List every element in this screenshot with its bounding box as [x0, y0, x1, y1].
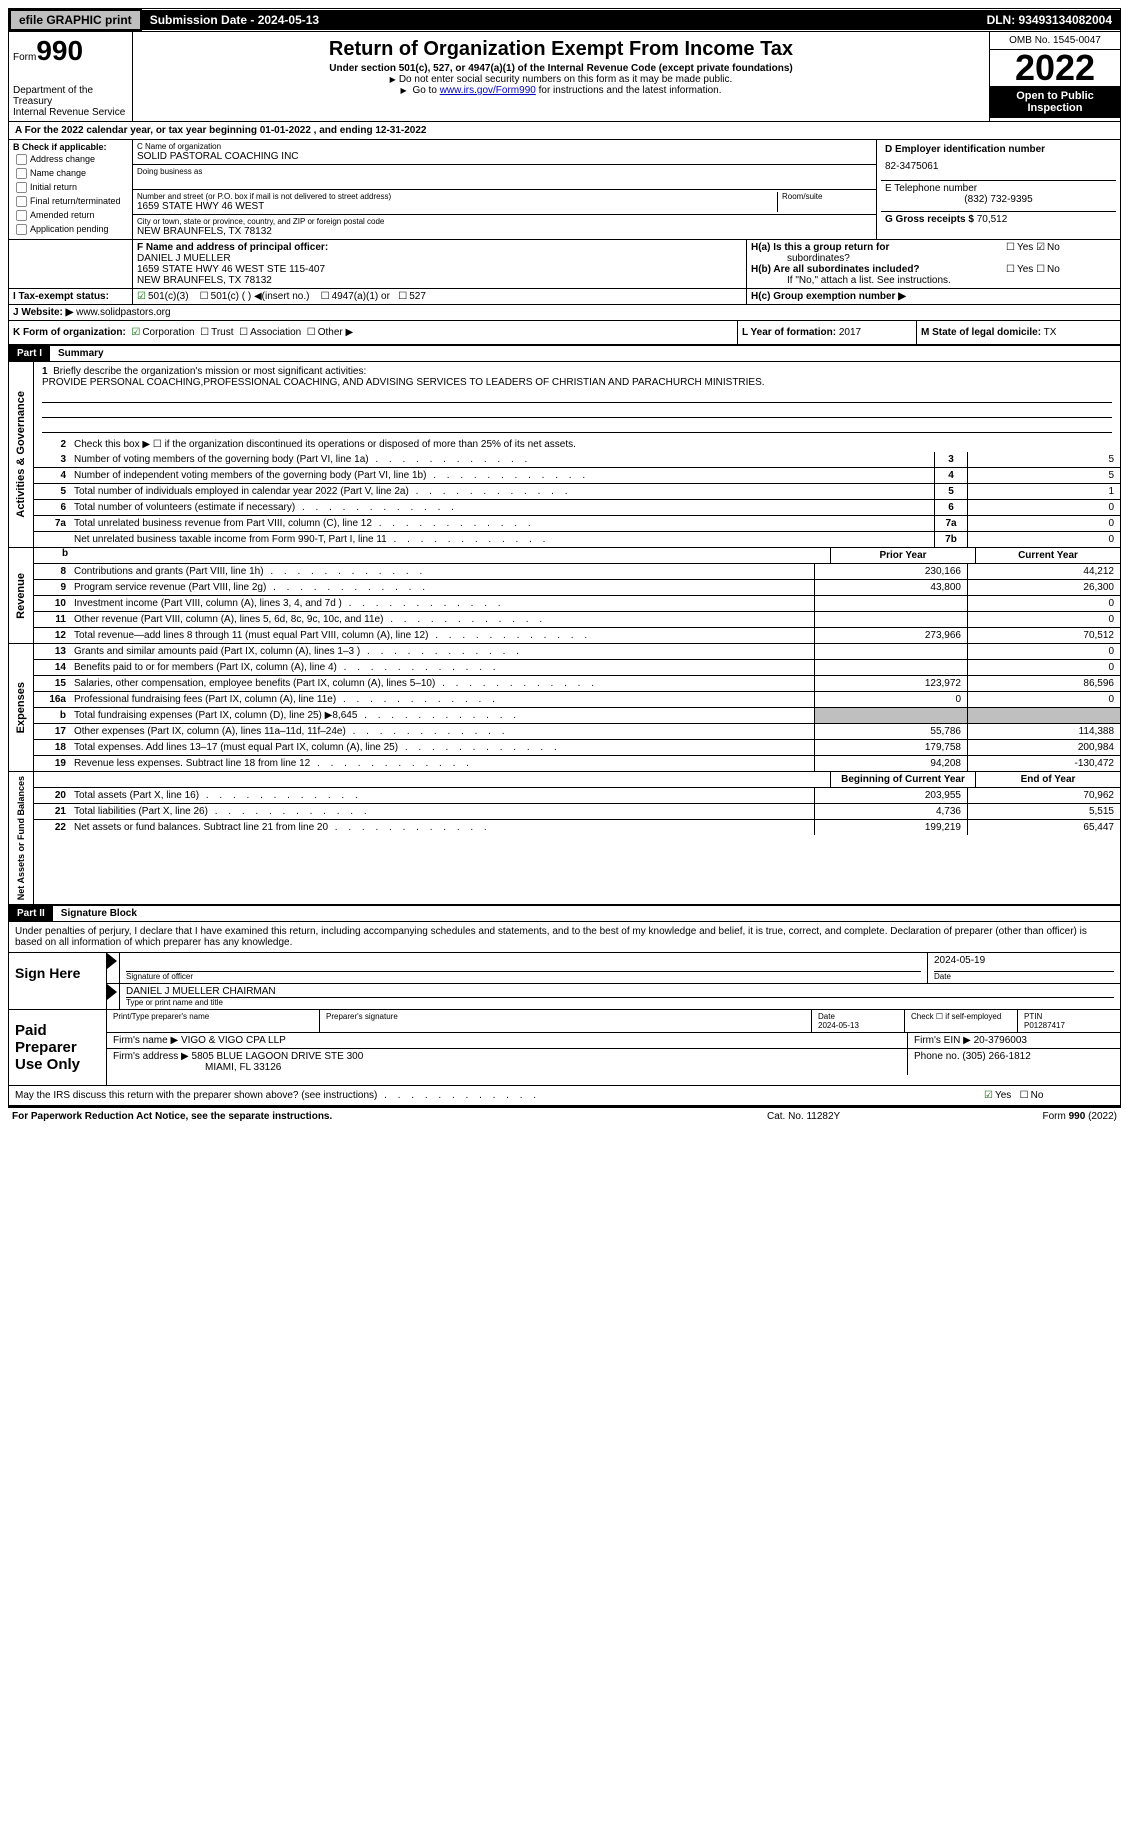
- website: www.solidpastors.org: [76, 307, 170, 318]
- table-row: 13Grants and similar amounts paid (Part …: [34, 644, 1120, 660]
- side-activities: Activities & Governance: [9, 362, 34, 547]
- dln: DLN: 93493134082004: [979, 10, 1120, 30]
- chk-address-change[interactable]: Address change: [13, 153, 128, 166]
- chk-ha-yes[interactable]: [1006, 242, 1017, 253]
- chk-pending[interactable]: Application pending: [13, 223, 128, 236]
- footer-notice: For Paperwork Reduction Act Notice, see …: [12, 1111, 767, 1122]
- chk-final-return[interactable]: Final return/terminated: [13, 195, 128, 208]
- signature-intro: Under penalties of perjury, I declare th…: [8, 922, 1121, 953]
- table-row: 5Total number of individuals employed in…: [34, 484, 1120, 500]
- paid-preparer-label: Paid Preparer Use Only: [9, 1010, 107, 1085]
- org-city: NEW BRAUNFELS, TX 78132: [137, 226, 872, 237]
- row-a: A For the 2022 calendar year, or tax yea…: [8, 121, 1121, 139]
- chk-hb-yes[interactable]: [1006, 264, 1017, 275]
- table-row: 22Net assets or fund balances. Subtract …: [34, 820, 1120, 835]
- arrow-icon: [107, 953, 117, 969]
- officer-name: DANIEL J MUELLER: [137, 253, 742, 264]
- chk-4947[interactable]: [321, 291, 332, 302]
- telephone: (832) 732-9395: [885, 194, 1112, 205]
- table-row: 17Other expenses (Part IX, column (A), l…: [34, 724, 1120, 740]
- firm-tel: (305) 266-1812: [962, 1051, 1030, 1062]
- header-title-block: Return of Organization Exempt From Incom…: [133, 32, 989, 121]
- chk-ha-no[interactable]: [1036, 242, 1047, 253]
- efile-button[interactable]: efile GRAPHIC print: [9, 9, 142, 31]
- page-title: Return of Organization Exempt From Incom…: [137, 38, 985, 61]
- side-expenses: Expenses: [9, 644, 34, 771]
- section-d: D Employer identification number 82-3475…: [877, 140, 1120, 239]
- chk-other[interactable]: [307, 327, 318, 338]
- section-b: B Check if applicable: Address change Na…: [9, 140, 133, 239]
- table-row: 16aProfessional fundraising fees (Part I…: [34, 692, 1120, 708]
- chk-assoc[interactable]: [239, 327, 250, 338]
- chk-discuss-no[interactable]: [1020, 1090, 1031, 1101]
- chk-501c[interactable]: [200, 291, 211, 302]
- irs-link[interactable]: www.irs.gov/Form990: [440, 85, 536, 96]
- org-name: SOLID PASTORAL COACHING INC: [137, 151, 872, 162]
- form-id-block: Form990 Department of the Treasury Inter…: [9, 32, 133, 121]
- header-year-block: OMB No. 1545-0047 2022 Open to Public In…: [989, 32, 1120, 121]
- table-row: 18Total expenses. Add lines 13–17 (must …: [34, 740, 1120, 756]
- sign-here-label: Sign Here: [9, 953, 107, 1009]
- gross-receipts: 70,512: [977, 214, 1008, 225]
- chk-527[interactable]: [398, 291, 409, 302]
- table-row: 9Program service revenue (Part VIII, lin…: [34, 580, 1120, 596]
- mission-text: PROVIDE PERSONAL COACHING,PROFESSIONAL C…: [42, 377, 1112, 388]
- table-row: 15Salaries, other compensation, employee…: [34, 676, 1120, 692]
- side-netassets: Net Assets or Fund Balances: [9, 772, 34, 904]
- chk-corp[interactable]: [131, 327, 142, 338]
- chk-trust[interactable]: [200, 327, 211, 338]
- part1-header: Part I: [9, 346, 50, 361]
- footer-formid: Form 990 (2022): [967, 1111, 1117, 1122]
- section-c: C Name of organization SOLID PASTORAL CO…: [133, 140, 877, 239]
- table-row: 11Other revenue (Part VIII, column (A), …: [34, 612, 1120, 628]
- table-row: 21Total liabilities (Part X, line 26)4,7…: [34, 804, 1120, 820]
- part1-title: Summary: [50, 346, 112, 361]
- ein: 82-3475061: [885, 161, 1112, 172]
- chk-501c3[interactable]: [137, 291, 148, 302]
- part2-title: Signature Block: [53, 906, 145, 921]
- table-row: 19Revenue less expenses. Subtract line 1…: [34, 756, 1120, 771]
- table-row: 8Contributions and grants (Part VIII, li…: [34, 564, 1120, 580]
- signature-date: 2024-05-19: [934, 955, 1114, 972]
- firm-ein: 20-3796003: [974, 1035, 1027, 1046]
- part2-header: Part II: [9, 906, 53, 921]
- chk-name-change[interactable]: Name change: [13, 167, 128, 180]
- chk-amended[interactable]: Amended return: [13, 209, 128, 222]
- table-row: 12Total revenue—add lines 8 through 11 (…: [34, 628, 1120, 643]
- table-row: Net unrelated business taxable income fr…: [34, 532, 1120, 547]
- arrow-icon: [107, 984, 117, 1000]
- chk-discuss-yes[interactable]: [984, 1090, 995, 1101]
- chk-hb-no[interactable]: [1036, 264, 1047, 275]
- submission-date: Submission Date - 2024-05-13: [142, 10, 979, 30]
- officer-type-name: DANIEL J MUELLER CHAIRMAN: [126, 986, 1114, 997]
- side-revenue: Revenue: [9, 548, 34, 643]
- firm-name: VIGO & VIGO CPA LLP: [181, 1035, 286, 1046]
- org-address: 1659 STATE HWY 46 WEST: [137, 201, 777, 212]
- table-row: 20Total assets (Part X, line 16)203,9557…: [34, 788, 1120, 804]
- table-row: 4Number of independent voting members of…: [34, 468, 1120, 484]
- chk-initial-return[interactable]: Initial return: [13, 181, 128, 194]
- footer-catno: Cat. No. 11282Y: [767, 1111, 967, 1122]
- table-row: 14Benefits paid to or for members (Part …: [34, 660, 1120, 676]
- table-row: 6Total number of volunteers (estimate if…: [34, 500, 1120, 516]
- table-row: 7aTotal unrelated business revenue from …: [34, 516, 1120, 532]
- ptin: P01287417: [1024, 1021, 1065, 1030]
- table-row: 3Number of voting members of the governi…: [34, 452, 1120, 468]
- table-row: 10Investment income (Part VIII, column (…: [34, 596, 1120, 612]
- table-row: bTotal fundraising expenses (Part IX, co…: [34, 708, 1120, 724]
